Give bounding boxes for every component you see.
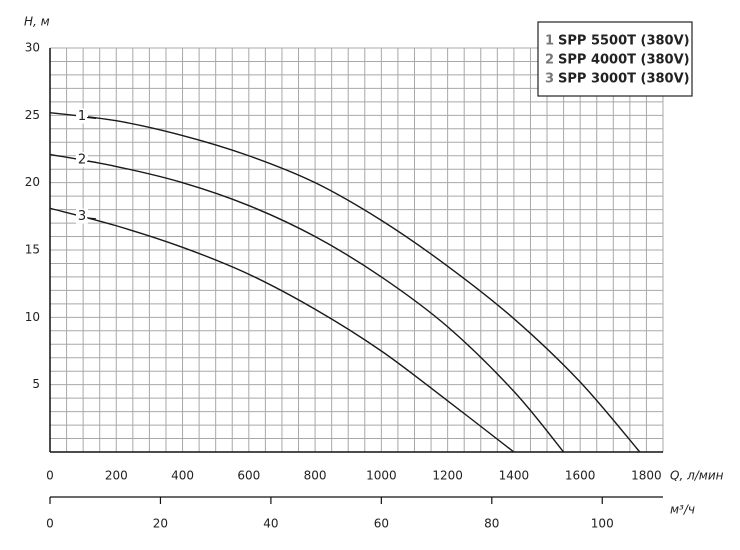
legend-label: SPP 3000T (380V) [558,72,690,87]
y-tick-label: 5 [32,377,40,391]
x2-tick-label: 40 [263,517,278,531]
x-tick-label: 1000 [366,469,397,483]
curve [49,153,565,453]
x-axis-label: Q, л/мин [670,469,724,483]
x2-tick-label: 60 [374,517,389,531]
legend-box [537,21,693,97]
curve-label: 3 [78,209,86,224]
y-tick-label: 30 [25,41,40,55]
x-tick-label: 0 [46,469,54,483]
x-tick-label: 200 [105,469,128,483]
y-tick-label: 25 [25,108,40,122]
curve-label-bg [76,208,88,224]
x2-tick-label: 0 [46,517,54,531]
x2-tick-label: 100 [591,517,614,531]
legend-label: SPP 4000T (380V) [558,53,690,68]
x-tick-label: 1400 [499,469,530,483]
legend-number: 1 [545,34,554,49]
curve-label-bg [76,108,88,124]
x-tick-label: 1600 [565,469,596,483]
curve-label-bg [76,152,88,168]
x-tick-label: 600 [237,469,260,483]
x2-axis-label: м³/ч [670,503,695,517]
curve [49,111,641,453]
x-tick-label: 1200 [432,469,463,483]
x2-tick-label: 20 [153,517,168,531]
y-tick-label: 20 [25,175,40,189]
legend-number: 2 [545,53,554,68]
x-tick-label: 400 [171,469,194,483]
legend-number: 3 [545,72,554,87]
curve-label: 1 [78,109,86,124]
y-tick-label: 10 [25,310,40,324]
x-tick-label: 800 [304,469,327,483]
grid [50,47,664,452]
x-tick-label: 1800 [631,469,662,483]
curve-label-leader [86,160,97,163]
y-tick-label: 15 [25,243,40,257]
legend-label: SPP 5500T (380V) [558,34,690,49]
curve-label: 2 [78,153,86,168]
y-axis-label: H, м [24,15,50,29]
curve-label-leader [86,217,97,220]
curve [49,207,515,453]
curve-label-leader [86,117,97,120]
x2-tick-label: 80 [484,517,499,531]
